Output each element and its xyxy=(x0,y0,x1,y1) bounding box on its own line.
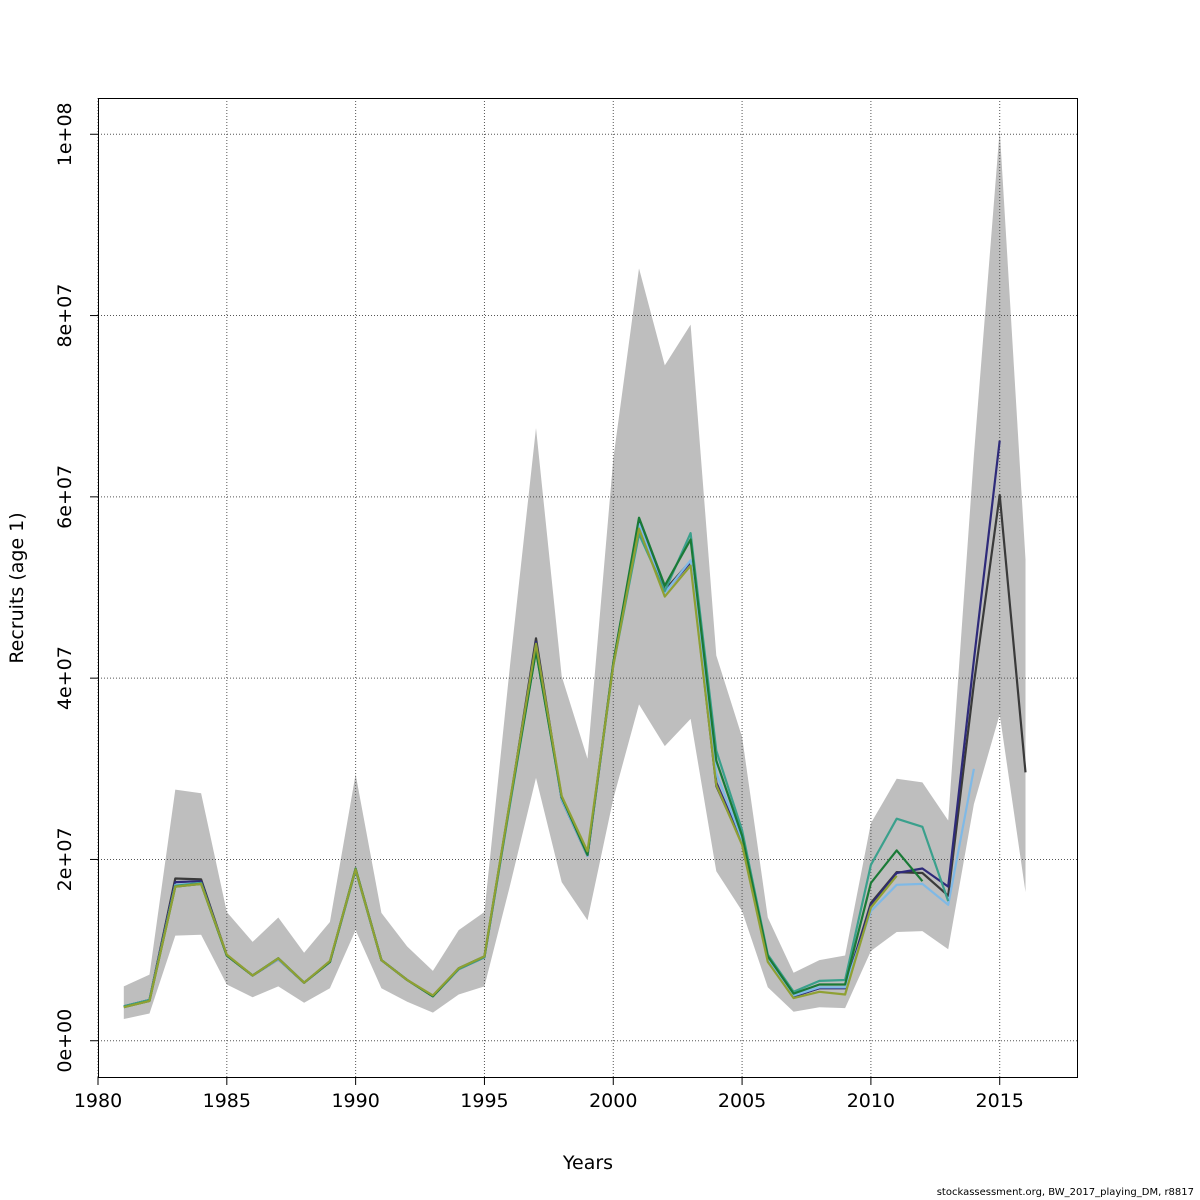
y-tick-label: 6e+07 xyxy=(54,465,76,529)
axis-layer: 1980 1985 1990 1995 2000 2005 2010 2015 0e+00 2e+… xyxy=(54,102,1024,1112)
x-tick-label: 1995 xyxy=(460,1090,508,1112)
plot-frame xyxy=(98,98,1078,1078)
x-tick-label: 1980 xyxy=(74,1090,122,1112)
footer-credit: stockassessment.org, BW_2017_playing_DM,… xyxy=(936,1187,1194,1198)
y-tick-label: 1e+08 xyxy=(54,102,76,166)
confidence-band-layer xyxy=(123,129,1026,1019)
x-tick-label: 2015 xyxy=(976,1090,1024,1112)
x-tick-label: 2000 xyxy=(589,1090,637,1112)
y-tick-label: 0e+00 xyxy=(54,1009,76,1073)
y-tick-label: 2e+07 xyxy=(54,827,76,891)
x-axis-title: Years xyxy=(562,1152,613,1174)
y-tick-label: 8e+07 xyxy=(54,284,76,348)
series-layer xyxy=(123,440,1027,1009)
x-tick-label: 1990 xyxy=(331,1090,379,1112)
x-tick-label: 1985 xyxy=(203,1090,251,1112)
x-tick-label: 2005 xyxy=(718,1090,766,1112)
series-line-6 xyxy=(123,527,898,1009)
y-tick-label: 4e+07 xyxy=(54,646,76,710)
grid-layer xyxy=(97,98,1077,1077)
x-tick-label: 2010 xyxy=(847,1090,895,1112)
y-axis-title: Recruits (age 1) xyxy=(6,512,28,663)
confidence-band xyxy=(123,129,1026,1019)
